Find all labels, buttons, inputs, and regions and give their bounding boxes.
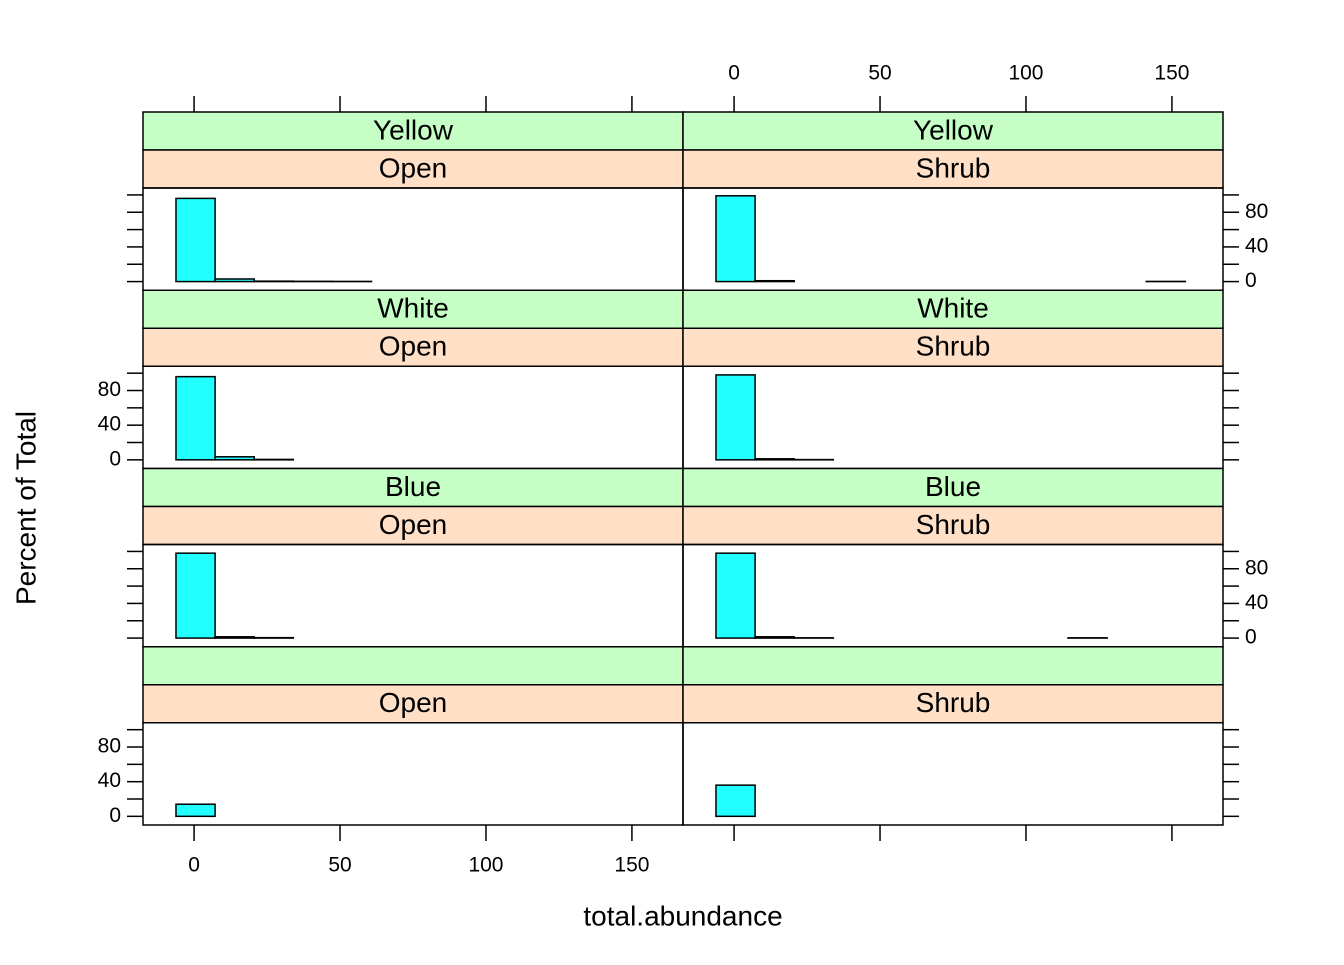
x-tick-label: 0: [728, 62, 740, 85]
strip-label: Shrub: [916, 687, 991, 718]
x-tick-label: 150: [1154, 62, 1189, 85]
panel: [143, 366, 683, 468]
bar: [215, 457, 254, 460]
strip-label: Shrub: [916, 509, 991, 540]
x-tick-label: 50: [328, 854, 351, 877]
strip-label: Shrub: [916, 331, 991, 362]
y-tick-label: 80: [98, 378, 121, 401]
y-tick-label: 0: [1245, 626, 1257, 649]
panel: [143, 723, 683, 825]
y-tick-label: 80: [1245, 556, 1268, 579]
bar: [215, 279, 254, 282]
y-tick-label: 80: [98, 735, 121, 758]
y-tick-label: 0: [1245, 269, 1257, 292]
strip-label: Yellow: [913, 114, 994, 145]
strip-label: Open: [379, 331, 448, 362]
strip-label: White: [377, 293, 449, 324]
strip-outer: [683, 647, 1223, 685]
strip-label: Open: [379, 687, 448, 718]
y-axis-title: Percent of Total: [10, 411, 41, 605]
strip-outer: [143, 647, 683, 685]
x-tick-label: 50: [868, 62, 891, 85]
y-tick-label: 40: [1245, 234, 1268, 257]
y-tick-label: 40: [1245, 591, 1268, 614]
x-tick-label: 150: [614, 854, 649, 877]
bar: [176, 804, 215, 816]
strip-label: Shrub: [916, 152, 991, 183]
y-tick-label: 40: [98, 769, 121, 792]
strip-label: Open: [379, 152, 448, 183]
strip-label: Open: [379, 509, 448, 540]
x-tick-label: 100: [468, 854, 503, 877]
bar: [176, 553, 215, 638]
bar: [755, 637, 794, 638]
strip-label: Yellow: [373, 114, 454, 145]
bar: [755, 459, 794, 460]
panel: [683, 366, 1223, 468]
bar: [716, 785, 755, 816]
y-tick-label: 0: [109, 804, 121, 827]
bar: [716, 553, 755, 638]
bar: [176, 377, 215, 460]
x-tick-label: 0: [188, 854, 200, 877]
strip-label: Blue: [385, 471, 441, 502]
x-axis-title: total.abundance: [583, 900, 782, 931]
panel: [143, 545, 683, 647]
y-tick-label: 40: [98, 413, 121, 436]
bar: [716, 375, 755, 460]
x-tick-label: 100: [1008, 62, 1043, 85]
bar: [176, 198, 215, 281]
panel: [683, 188, 1223, 290]
panel: [143, 188, 683, 290]
y-tick-label: 80: [1245, 200, 1268, 223]
strip-label: Blue: [925, 471, 981, 502]
strip-label: White: [917, 293, 989, 324]
y-tick-label: 0: [109, 447, 121, 470]
panel: [683, 723, 1223, 825]
panel: [683, 545, 1223, 647]
bar: [755, 281, 794, 282]
bar: [215, 637, 254, 638]
bar: [716, 196, 755, 282]
